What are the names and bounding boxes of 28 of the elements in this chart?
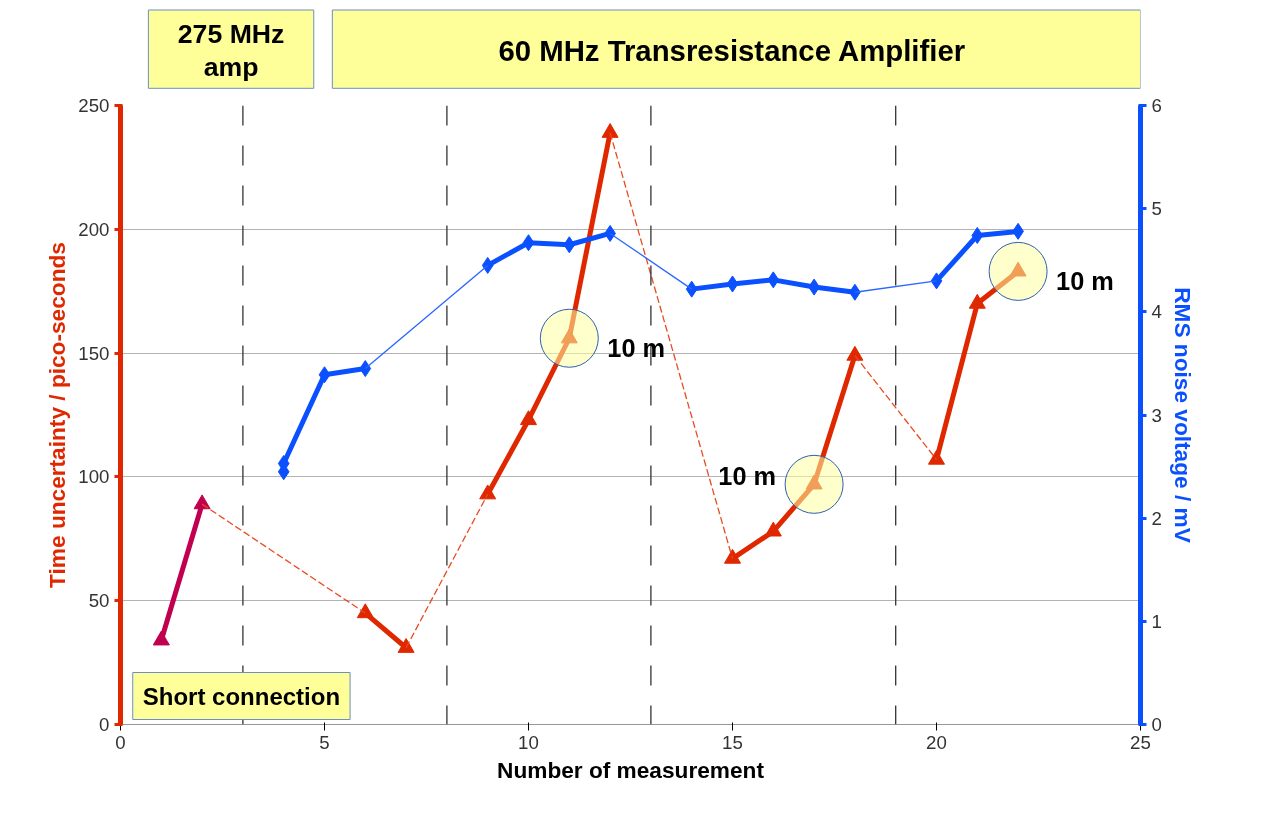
y-axis-title: Time uncertainty / pico-seconds [44, 242, 71, 588]
y2-tick-label: 0 [1151, 714, 1162, 735]
x-tick-label: 0 [115, 731, 126, 753]
x-axis-title: Number of measurement [497, 756, 765, 783]
y2-axis-title: RMS noise voltage / mV [1169, 287, 1196, 543]
x-tick-label: 5 [319, 731, 330, 753]
x-tick-label: 15 [722, 731, 743, 753]
x-tick-label: 25 [1130, 731, 1151, 753]
y-tick-label: 0 [99, 714, 110, 735]
annotation: Short connection [142, 682, 341, 710]
y-tick-label: 100 [78, 466, 110, 488]
y-tick-label: 250 [78, 95, 110, 116]
x-tick-label: 20 [926, 731, 947, 753]
text: 275 MHz amp [177, 19, 285, 82]
annotation: 10 m [718, 462, 777, 491]
annotation: 10 m [607, 334, 666, 363]
annotation: 10 m [1056, 267, 1114, 296]
x-tick-label: 10 [518, 731, 539, 753]
y2-tick-label: 2 [1151, 507, 1162, 529]
y-tick-label: 200 [78, 218, 110, 240]
y2-tick-label: 3 [1151, 404, 1162, 426]
y-tick-label: 150 [78, 342, 110, 364]
chart-title: 60 MHz Transresistance Amplifier [498, 34, 966, 67]
y2-tick-label: 6 [1151, 95, 1162, 116]
y2-tick-label: 5 [1151, 198, 1162, 220]
y2-tick-label: 1 [1151, 610, 1162, 632]
y2-tick-label: 4 [1151, 301, 1162, 323]
y-tick-label: 50 [88, 590, 110, 612]
